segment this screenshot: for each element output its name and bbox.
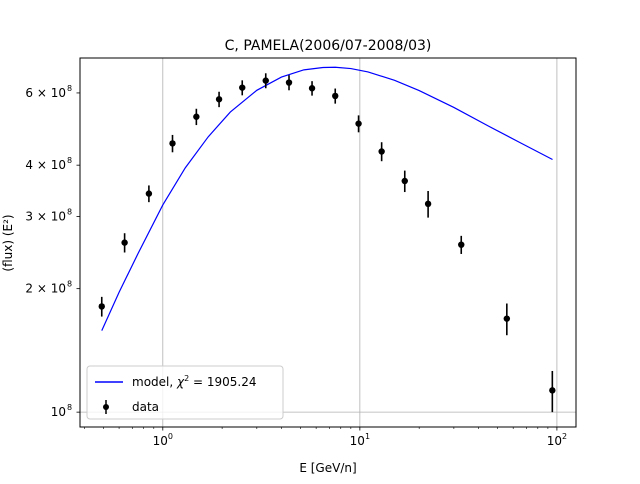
data-point-13 bbox=[401, 177, 408, 185]
x-tick-label-exp-1: 1 bbox=[365, 432, 370, 441]
x-tick-label-exp-2: 2 bbox=[562, 432, 567, 441]
y-tick-label-3: 4 × 10 bbox=[25, 158, 66, 172]
data-point-8 bbox=[285, 79, 293, 86]
data-point-3 bbox=[169, 140, 176, 147]
legend-data-label: data bbox=[132, 400, 159, 414]
data-point-6 bbox=[239, 84, 246, 91]
chart-title: C, PAMELA(2006/07-2008/03) bbox=[225, 38, 432, 54]
data-point-4 bbox=[193, 113, 200, 120]
y-tick-label-exp-2: 8 bbox=[67, 207, 72, 216]
y-tick-label-2: 3 × 10 bbox=[25, 209, 66, 223]
legend-model-chi-exp: 2 bbox=[184, 374, 189, 383]
y-axis-label: (flux) (E²) bbox=[1, 214, 15, 271]
plot-frame bbox=[79, 57, 577, 428]
y-axis-ticks: 10 82 × 10 83 × 10 84 × 10 86 × 10 8 bbox=[25, 84, 80, 419]
x-tick-label-0: 100 bbox=[153, 432, 173, 448]
model-curve bbox=[101, 66, 553, 331]
data-point-10 bbox=[332, 92, 339, 100]
y-tick-label-base-1: 2 × 10 bbox=[25, 282, 66, 296]
data-point-7 bbox=[262, 77, 269, 84]
legend-data-marker bbox=[103, 404, 109, 410]
data-point-16 bbox=[503, 315, 511, 322]
y-tick-label-base-2: 3 × 10 bbox=[25, 209, 66, 223]
legend-model-label: model, χ2 = 1905.24 bbox=[132, 374, 257, 389]
data-point-1 bbox=[121, 239, 128, 246]
y-tick-label-base-3: 4 × 10 bbox=[25, 158, 66, 172]
x-tick-label-exp-0: 0 bbox=[168, 432, 173, 441]
data-points-group bbox=[98, 73, 556, 413]
y-tick-label-1: 2 × 10 bbox=[25, 282, 66, 296]
y-tick-label-exp-1: 8 bbox=[67, 280, 72, 289]
y-tick-label-4: 6 × 10 bbox=[25, 86, 66, 100]
x-tick-label-base-2: 10 bbox=[547, 434, 562, 448]
x-axis-label: E [GeV/n] bbox=[299, 461, 356, 475]
data-point-15 bbox=[458, 241, 465, 248]
data-point-9 bbox=[308, 85, 316, 92]
y-tick-label-base-4: 6 × 10 bbox=[25, 86, 66, 100]
y-tick-label-exp-4: 8 bbox=[67, 84, 72, 93]
legend-model-chi: χ bbox=[176, 375, 185, 389]
legend-model-prefix: model, bbox=[132, 375, 177, 389]
x-tick-label-base-0: 10 bbox=[153, 434, 168, 448]
legend: model, χ2 = 1905.24 data bbox=[86, 365, 284, 420]
data-point-11 bbox=[355, 120, 362, 127]
x-axis-ticks: 100 101 102 bbox=[84, 427, 567, 448]
data-point-5 bbox=[215, 96, 223, 103]
y-tick-label-exp-3: 8 bbox=[67, 156, 72, 165]
model-curve-group bbox=[101, 66, 553, 331]
x-tick-label-base-1: 10 bbox=[350, 434, 365, 448]
y-tick-label-exp-0: 8 bbox=[67, 403, 72, 412]
x-tick-label-2: 102 bbox=[547, 432, 567, 448]
data-point-14 bbox=[424, 200, 432, 208]
legend-model-suffix: = 1905.24 bbox=[189, 375, 256, 389]
data-point-12 bbox=[378, 148, 385, 155]
data-point-17 bbox=[549, 387, 556, 394]
data-point-2 bbox=[145, 190, 153, 197]
data-point-0 bbox=[98, 303, 105, 310]
y-tick-label-0: 10 bbox=[51, 405, 66, 419]
legend-box bbox=[86, 365, 284, 420]
y-tick-label-base-0: 10 bbox=[51, 405, 66, 419]
x-tick-label-1: 101 bbox=[350, 432, 370, 448]
